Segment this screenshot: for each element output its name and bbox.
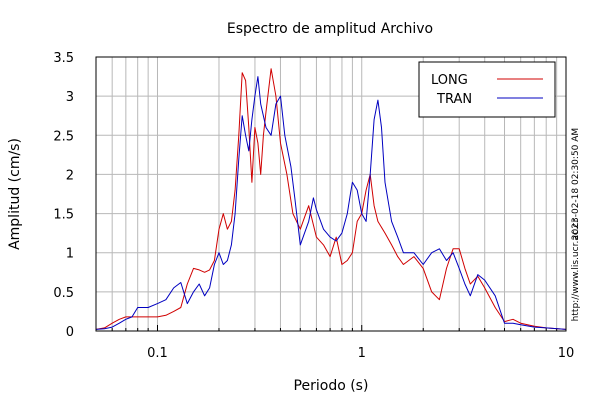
- legend-label-tran: TRAN: [436, 92, 472, 107]
- x-tick-label: 0.1: [147, 346, 168, 361]
- x-tick-label: 1: [358, 346, 366, 361]
- tick-labels: 0.1 1 10 0 0.5 1 1.5 2 2.5 3 3.5: [53, 51, 574, 361]
- series-lines: [95, 68, 567, 330]
- legend: LONG TRAN: [418, 61, 556, 118]
- legend-label-long: LONG: [431, 73, 468, 88]
- y-tick-label: 2: [66, 168, 74, 183]
- timestamp-label: 2023-02-18 02:30:50 AM: [571, 128, 581, 240]
- plot-frame: [95, 56, 567, 332]
- y-tick-label: 1: [66, 247, 74, 262]
- series-line-long: [95, 68, 567, 330]
- y-tick-label: 0.5: [53, 286, 74, 301]
- legend-box: [418, 61, 556, 118]
- x-tick-label: 10: [558, 346, 575, 361]
- x-axis-label: Periodo (s): [294, 378, 369, 394]
- y-tick-label: 1.5: [53, 208, 74, 223]
- chart-title: Espectro de amplitud Archivo: [227, 21, 433, 37]
- y-tick-label: 2.5: [53, 129, 74, 144]
- y-tick-label: 3.5: [53, 51, 74, 66]
- y-tick-label: 0: [66, 325, 74, 340]
- y-axis-label: Amplitud (cm/s): [7, 138, 23, 250]
- source-url-label: http://www.lis.ucr.ac.cr: [571, 218, 581, 321]
- series-line-tran: [95, 76, 567, 330]
- y-tick-label: 3: [66, 90, 74, 105]
